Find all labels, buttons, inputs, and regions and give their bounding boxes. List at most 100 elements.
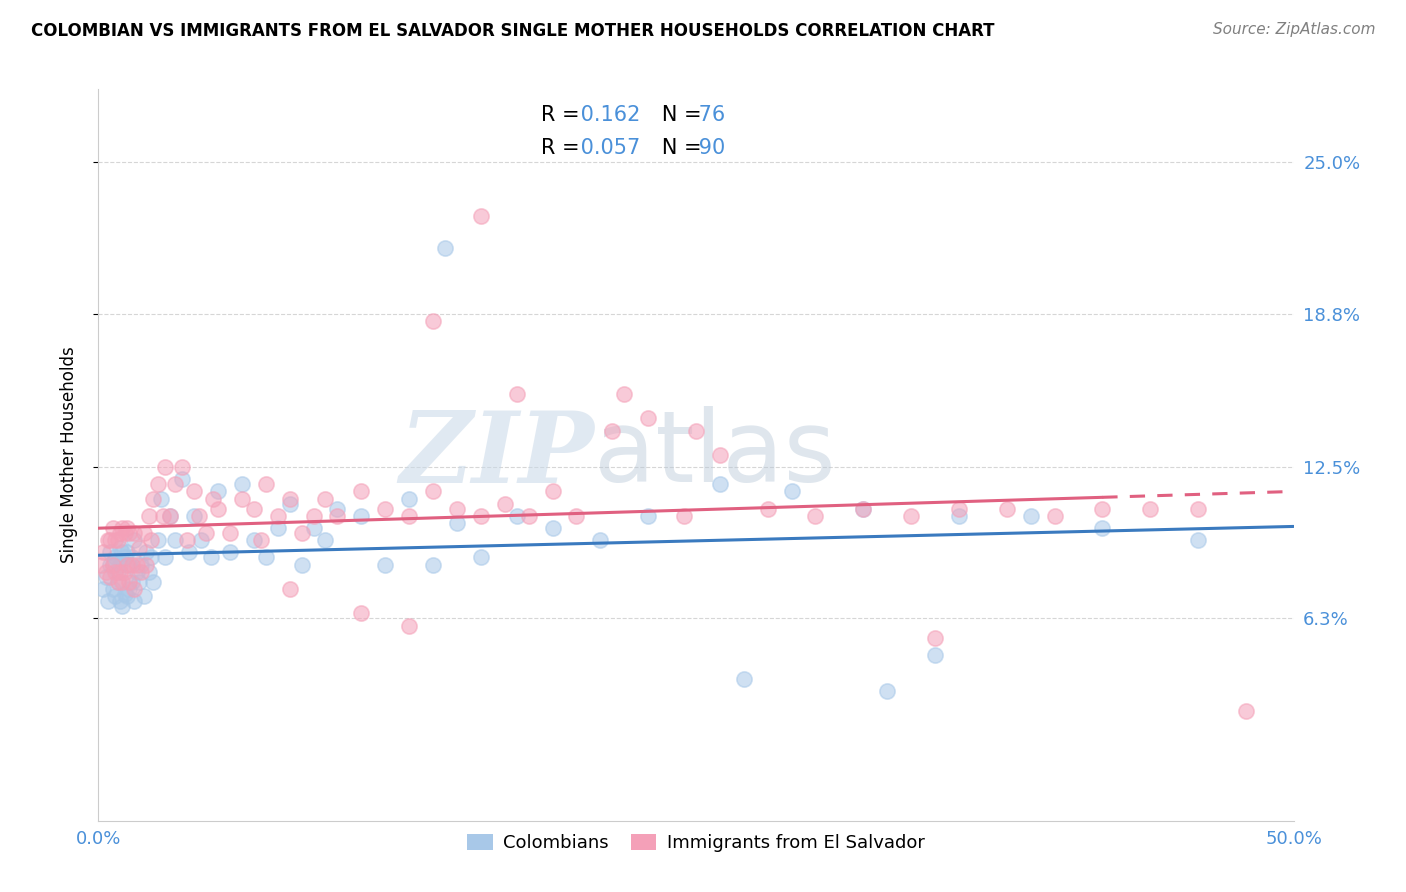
Point bbox=[709, 448, 731, 462]
Point bbox=[924, 648, 946, 662]
Point bbox=[114, 565, 136, 579]
Point bbox=[155, 460, 177, 475]
Point bbox=[104, 565, 127, 579]
Point bbox=[1019, 508, 1042, 523]
Point bbox=[114, 587, 136, 601]
Point bbox=[470, 550, 492, 565]
Point bbox=[121, 558, 143, 572]
Point bbox=[231, 477, 253, 491]
Point bbox=[315, 533, 337, 548]
Point bbox=[398, 491, 420, 506]
Point bbox=[139, 550, 162, 565]
Point bbox=[139, 533, 162, 548]
Point bbox=[278, 491, 301, 506]
Point bbox=[172, 460, 194, 475]
Text: R =: R = bbox=[541, 137, 586, 158]
Point bbox=[111, 599, 134, 613]
Point bbox=[131, 558, 153, 572]
Point bbox=[506, 387, 529, 401]
Text: Source: ZipAtlas.com: Source: ZipAtlas.com bbox=[1212, 22, 1375, 37]
Point bbox=[183, 508, 205, 523]
Text: ZIP: ZIP bbox=[399, 407, 595, 503]
Point bbox=[124, 594, 146, 608]
Point bbox=[124, 525, 146, 540]
Point bbox=[104, 533, 127, 548]
Point bbox=[494, 497, 516, 511]
Point bbox=[219, 525, 242, 540]
Point bbox=[115, 558, 138, 572]
Point bbox=[733, 672, 755, 686]
Point bbox=[948, 508, 970, 523]
Point bbox=[350, 484, 373, 499]
Point bbox=[138, 565, 160, 579]
Point bbox=[128, 574, 150, 589]
Point bbox=[107, 565, 129, 579]
Point bbox=[101, 582, 124, 596]
Point bbox=[128, 541, 150, 555]
Point bbox=[115, 545, 138, 559]
Text: 76: 76 bbox=[692, 104, 725, 125]
Text: 90: 90 bbox=[692, 137, 725, 158]
Point bbox=[114, 550, 136, 565]
Point bbox=[613, 387, 636, 401]
Point bbox=[148, 533, 170, 548]
Point bbox=[446, 501, 468, 516]
Point bbox=[142, 574, 165, 589]
Point bbox=[350, 607, 373, 621]
Point bbox=[124, 533, 146, 548]
Point bbox=[1187, 501, 1209, 516]
Point bbox=[780, 484, 803, 499]
Point bbox=[121, 574, 143, 589]
Point bbox=[135, 545, 157, 559]
Point bbox=[422, 484, 444, 499]
Point bbox=[541, 484, 564, 499]
Text: N =: N = bbox=[643, 137, 709, 158]
Point bbox=[148, 477, 170, 491]
Point bbox=[267, 521, 290, 535]
Point bbox=[132, 590, 155, 604]
Point bbox=[124, 582, 146, 596]
Point bbox=[219, 545, 242, 559]
Point bbox=[517, 508, 540, 523]
Point bbox=[98, 558, 122, 572]
Point bbox=[589, 533, 612, 548]
Point bbox=[98, 570, 122, 584]
Point bbox=[183, 484, 205, 499]
Point bbox=[172, 472, 194, 486]
Point bbox=[446, 516, 468, 531]
Point bbox=[350, 508, 373, 523]
Point bbox=[1187, 533, 1209, 548]
Point bbox=[159, 508, 181, 523]
Point bbox=[101, 558, 124, 572]
Point bbox=[108, 565, 131, 579]
Point bbox=[91, 582, 114, 596]
Point bbox=[250, 533, 273, 548]
Point bbox=[111, 545, 134, 559]
Point bbox=[115, 590, 138, 604]
Point bbox=[374, 558, 396, 572]
Point bbox=[190, 533, 212, 548]
Point bbox=[852, 501, 875, 516]
Point bbox=[108, 525, 131, 540]
Point bbox=[291, 525, 314, 540]
Point bbox=[159, 508, 181, 523]
Point bbox=[637, 411, 659, 425]
Point bbox=[200, 550, 222, 565]
Point bbox=[142, 491, 165, 506]
Point bbox=[852, 501, 875, 516]
Point bbox=[302, 508, 325, 523]
Y-axis label: Single Mother Households: Single Mother Households bbox=[59, 347, 77, 563]
Point bbox=[470, 508, 492, 523]
Point bbox=[97, 594, 120, 608]
Point bbox=[132, 525, 155, 540]
Point bbox=[155, 550, 177, 565]
Point bbox=[374, 501, 396, 516]
Point bbox=[422, 314, 444, 328]
Point bbox=[104, 590, 127, 604]
Point bbox=[243, 533, 266, 548]
Point bbox=[709, 477, 731, 491]
Point bbox=[995, 501, 1018, 516]
Point bbox=[108, 594, 131, 608]
Point bbox=[422, 558, 444, 572]
Point bbox=[176, 533, 198, 548]
